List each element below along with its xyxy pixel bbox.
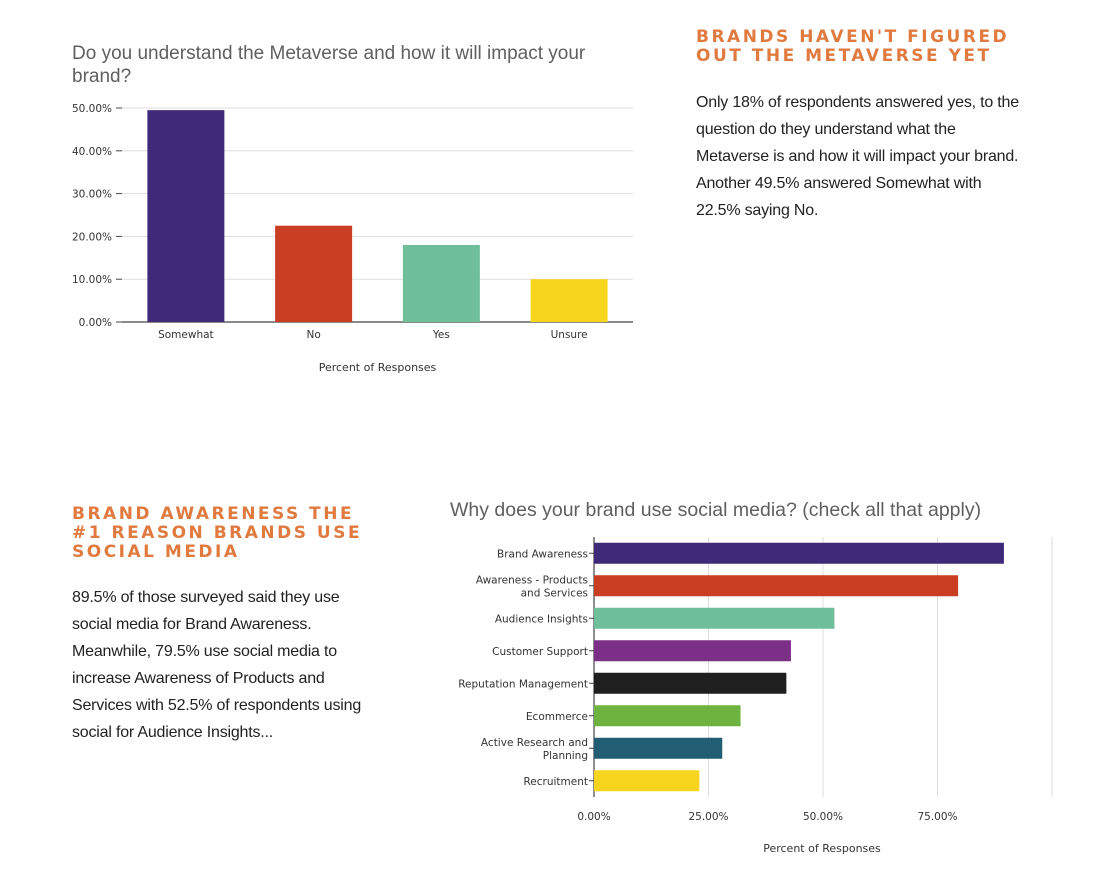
section2-heading: BRAND AWARENESS THE #1 REASON BRANDS USE… [72,504,363,562]
y-tick-label: 0.00% [79,317,112,329]
x-axis-label: Percent of Responses [763,842,881,855]
bar [147,110,225,322]
section1-heading: BRANDS HAVEN'T FIGURED OUT THE METAVERSE… [696,27,1010,66]
chart1-title: Do you understand the Metaverse and how … [72,43,586,87]
bar [594,640,791,662]
bar [530,279,608,322]
bar [594,607,835,629]
bar [275,225,353,322]
bar [594,770,700,792]
y-tick-label: Customer Support [492,646,588,658]
section2-body: 89.5% of those surveyed said they use so… [72,589,362,741]
y-tick-label: Recruitment [523,776,588,788]
y-tick-label: 20.00% [72,231,112,243]
y-tick-label: 10.00% [72,274,112,286]
bar [594,705,741,727]
x-tick-label: Yes [432,329,450,341]
y-tick-label: 30.00% [72,189,112,201]
bar [594,737,723,759]
y-tick-label: Ecommerce [526,711,588,723]
x-axis-label: Percent of Responses [319,361,437,374]
x-tick-label: Unsure [551,329,588,341]
y-tick-label: Reputation Management [458,678,588,690]
x-tick-label: 25.00% [688,811,728,823]
y-tick-label: 50.00% [72,103,112,115]
y-tick-label: Awareness - Products and Services [476,574,588,599]
bar [402,244,480,322]
x-tick-label: 50.00% [803,811,843,823]
y-tick-label: Active Research and Planning [481,737,588,762]
y-tick-label: 40.00% [72,146,112,158]
bar [594,542,1004,564]
x-tick-label: 0.00% [577,811,610,823]
chart2-title: Why does your brand use social media? (c… [450,499,982,521]
x-tick-label: 75.00% [917,811,957,823]
bar [594,575,959,597]
y-tick-label: Audience Insights [495,613,588,625]
y-tick-label: Brand Awareness [497,548,588,560]
bar [594,672,787,694]
x-tick-label: Somewhat [158,329,214,341]
section1-body: Only 18% of respondents answered yes, to… [696,94,1019,219]
x-tick-label: No [306,329,320,341]
